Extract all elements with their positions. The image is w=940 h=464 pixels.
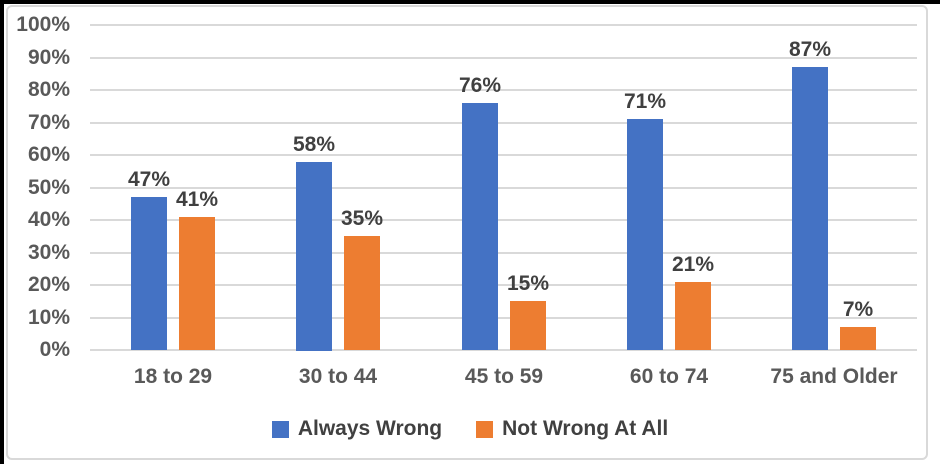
bar-not-wrong-at-all — [179, 217, 215, 350]
gridline — [90, 284, 917, 286]
legend-label-always-wrong: Always Wrong — [297, 417, 443, 440]
gridline — [90, 122, 917, 124]
category-label: 75 and Older — [770, 365, 898, 388]
y-axis-tick-label: 100% — [16, 13, 70, 36]
legend-swatch-not-wrong-at-all-icon — [476, 420, 494, 438]
gridline — [90, 252, 917, 254]
gridline — [90, 187, 917, 189]
legend-label-not-wrong-at-all: Not Wrong At All — [502, 417, 669, 440]
bar-not-wrong-at-all — [840, 327, 876, 350]
bar-not-wrong-at-all — [510, 301, 546, 350]
legend-swatch-always-wrong-icon — [271, 420, 289, 438]
y-axis-tick-label: 30% — [27, 241, 70, 264]
chart-frame-border — [6, 5, 928, 460]
y-axis-tick-label: 40% — [27, 208, 70, 231]
page-border-top — [0, 0, 940, 4]
y-axis-tick-label: 10% — [27, 306, 70, 329]
data-label-not-wrong-at-all: 7% — [842, 298, 874, 321]
y-axis-tick-label: 0% — [39, 338, 70, 361]
y-axis-tick-label: 20% — [27, 273, 70, 296]
gridline — [90, 57, 917, 59]
data-label-always-wrong: 71% — [623, 90, 667, 113]
data-label-always-wrong: 76% — [458, 74, 502, 97]
bar-always-wrong — [131, 197, 167, 350]
gridline — [90, 349, 917, 351]
bar-not-wrong-at-all — [344, 236, 380, 350]
data-label-always-wrong: 58% — [292, 133, 336, 156]
y-axis-tick-label: 90% — [27, 46, 70, 69]
page-border-left — [0, 0, 4, 464]
data-label-always-wrong: 87% — [788, 38, 832, 61]
gridline — [90, 154, 917, 156]
bar-always-wrong — [462, 103, 498, 350]
gridline — [90, 24, 917, 26]
category-label: 30 to 44 — [298, 365, 378, 388]
y-axis-tick-label: 60% — [27, 143, 70, 166]
category-label: 18 to 29 — [133, 365, 213, 388]
category-label: 45 to 59 — [464, 365, 544, 388]
data-label-not-wrong-at-all: 21% — [671, 253, 715, 276]
y-axis-tick-label: 70% — [27, 111, 70, 134]
legend-item-always-wrong: Always Wrong — [271, 417, 443, 441]
data-label-not-wrong-at-all: 15% — [506, 272, 550, 295]
bar-always-wrong — [792, 67, 828, 350]
data-label-not-wrong-at-all: 35% — [340, 207, 384, 230]
legend-item-not-wrong-at-all: Not Wrong At All — [476, 417, 668, 441]
data-label-always-wrong: 47% — [127, 168, 171, 191]
gridline — [90, 219, 917, 221]
gridline — [90, 89, 917, 91]
gridline — [90, 317, 917, 319]
bar-not-wrong-at-all — [675, 282, 711, 350]
y-axis-tick-label: 50% — [27, 176, 70, 199]
y-axis-tick-label: 80% — [27, 78, 70, 101]
bar-always-wrong — [627, 119, 663, 350]
bar-always-wrong — [296, 162, 332, 351]
chart-legend: Always Wrong Not Wrong At All — [0, 414, 940, 444]
category-label: 60 to 74 — [629, 365, 709, 388]
data-label-not-wrong-at-all: 41% — [175, 188, 219, 211]
